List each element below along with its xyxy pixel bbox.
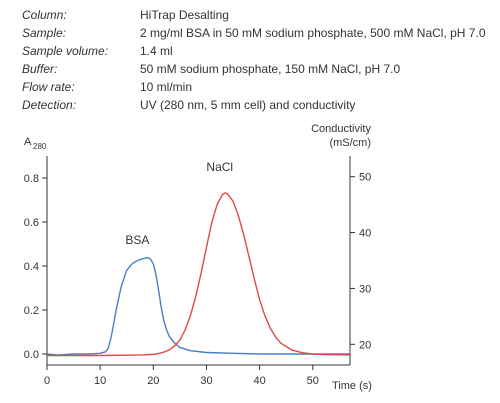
y-left-label-subscript: 280 — [33, 142, 47, 151]
x-tick-label: 40 — [254, 375, 266, 387]
param-label: Detection: — [22, 98, 77, 112]
param-value: HiTrap Desalting — [140, 8, 229, 22]
y-left-tick-label: 0.0 — [24, 349, 39, 361]
param-value: 50 mM sodium phosphate, 150 mM NaCl, pH … — [140, 62, 401, 76]
chart-labels: A 280 Conductivity (mS/cm) Time (s) BSA N… — [24, 123, 372, 392]
x-axis-label: Time (s) — [332, 380, 372, 392]
x-tick-label: 30 — [200, 375, 212, 387]
x-tick-label: 10 — [94, 375, 106, 387]
y-right-label-line2: (mS/cm) — [329, 137, 371, 149]
y-right-label-line1: Conductivity — [311, 123, 371, 135]
y-left-label: A — [24, 136, 32, 148]
x-tick-label: 0 — [44, 375, 50, 387]
param-label: Flow rate: — [22, 80, 75, 94]
y-right-tick-label: 20 — [359, 339, 371, 351]
param-value: 1.4 ml — [140, 44, 173, 58]
axis-ticks: 0 10 20 30 40 50 0.0 0.2 0.4 0.6 0.8 20 30 40 50 — [24, 172, 372, 387]
x-tick-label: 20 — [147, 375, 159, 387]
series — [46, 192, 351, 357]
y-right-tick-label: 40 — [359, 228, 371, 240]
param-label: Column: — [22, 8, 67, 22]
y-left-tick-label: 0.6 — [24, 217, 39, 229]
y-left-tick-label: 0.4 — [24, 261, 39, 273]
y-left-tick-label: 0.8 — [24, 173, 39, 185]
y-right-tick-label: 50 — [359, 172, 371, 184]
param-value: 2 mg/ml BSA in 50 mM sodium phosphate, 5… — [140, 26, 486, 40]
param-label: Sample volume: — [22, 44, 109, 58]
axes — [46, 156, 351, 366]
param-label: Sample: — [22, 26, 67, 40]
series-line-bsa — [46, 256, 350, 356]
y-left-tick-label: 0.2 — [24, 305, 39, 317]
y-right-tick-label: 30 — [359, 283, 371, 295]
annotation-nacl: NaCl — [206, 160, 233, 174]
annotation-bsa: BSA — [125, 233, 149, 247]
param-value: UV (280 nm, 5 mm cell) and conductivity — [140, 98, 356, 112]
series-line-nacl — [47, 192, 351, 357]
param-label: Buffer: — [22, 62, 58, 76]
x-tick-label: 50 — [307, 375, 319, 387]
param-value: 10 ml/min — [140, 80, 193, 94]
